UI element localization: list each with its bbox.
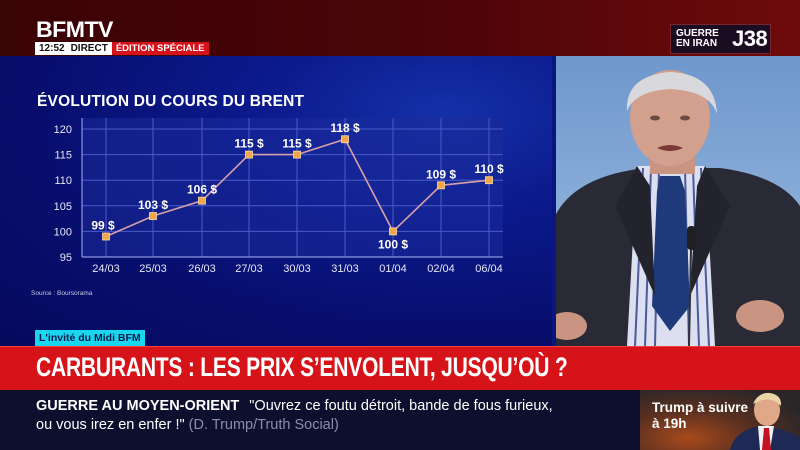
svg-text:110 $: 110 $ bbox=[474, 162, 504, 176]
svg-text:105: 105 bbox=[54, 201, 72, 213]
svg-text:115 $: 115 $ bbox=[282, 137, 312, 151]
promo-line1: Trump à suivre bbox=[652, 400, 749, 415]
war-day-badge: GUERRE EN IRAN J38 bbox=[670, 24, 771, 54]
svg-text:115: 115 bbox=[54, 150, 72, 162]
svg-text:31/03: 31/03 bbox=[331, 263, 359, 275]
promo-tile: Trump à suivre à 19h bbox=[640, 390, 800, 450]
svg-text:115 $: 115 $ bbox=[234, 137, 264, 151]
svg-text:118 $: 118 $ bbox=[330, 121, 360, 135]
svg-text:100: 100 bbox=[54, 226, 72, 238]
svg-text:95: 95 bbox=[60, 252, 72, 264]
badge-day: J38 bbox=[732, 26, 768, 51]
svg-text:106 $: 106 $ bbox=[187, 183, 217, 197]
edition-label: ÉDITION SPÉCIALE bbox=[111, 42, 209, 55]
headline-text: CARBURANTS : LES PRIX S’ENVOLENT, JUSQU’… bbox=[36, 352, 568, 382]
svg-text:100 $: 100 $ bbox=[378, 237, 408, 251]
svg-text:27/03: 27/03 bbox=[235, 263, 263, 275]
badge-line2: EN IRAN bbox=[676, 38, 718, 49]
ticker-line1: GUERRE AU MOYEN-ORIENT "Ouvrez ce foutu d… bbox=[36, 398, 553, 414]
ticker-quote-line2: ou vous irez en enfer !" bbox=[36, 417, 185, 433]
svg-text:24/03: 24/03 bbox=[92, 263, 120, 275]
svg-text:06/04: 06/04 bbox=[475, 263, 503, 275]
badge-text: GUERRE EN IRAN bbox=[676, 29, 728, 49]
svg-text:26/03: 26/03 bbox=[188, 263, 216, 275]
chart-title: ÉVOLUTION DU COURS DU BRENT bbox=[37, 93, 305, 110]
svg-text:30/03: 30/03 bbox=[283, 263, 311, 275]
guest-tag: L'invité du Midi BFM bbox=[35, 330, 145, 346]
promo-text: Trump à suivre à 19h bbox=[652, 400, 748, 432]
guest-video bbox=[555, 56, 800, 346]
svg-text:110: 110 bbox=[54, 175, 72, 187]
chart-panel: ÉVOLUTION DU COURS DU BRENT 95 100 105 110 1… bbox=[0, 56, 555, 346]
channel-logo: BFMTV bbox=[36, 17, 113, 42]
ticker-attribution: (D. Trump/Truth Social) bbox=[188, 417, 339, 433]
svg-text:02/04: 02/04 bbox=[427, 263, 455, 275]
promo-portrait bbox=[730, 392, 800, 450]
clock: 12:52 bbox=[35, 42, 69, 55]
chart-source: Source : Boursorama bbox=[31, 290, 93, 297]
svg-text:109 $: 109 $ bbox=[426, 167, 456, 181]
svg-text:25/03: 25/03 bbox=[139, 263, 167, 275]
live-strip: 12:52 DIRECT ÉDITION SPÉCIALE bbox=[35, 42, 209, 55]
ticker-quote-line1: "Ouvrez ce foutu détroit, bande de fous … bbox=[249, 398, 553, 414]
live-label: DIRECT bbox=[68, 42, 112, 55]
ticker-category: GUERRE AU MOYEN-ORIENT bbox=[36, 398, 240, 414]
svg-text:01/04: 01/04 bbox=[379, 263, 407, 275]
promo-line2: à 19h bbox=[652, 416, 687, 431]
svg-text:99 $: 99 $ bbox=[91, 219, 115, 233]
guest-portrait bbox=[555, 56, 800, 346]
badge-line1: GUERRE bbox=[676, 28, 719, 39]
top-bar: BFMTV 12:52 DIRECT ÉDITION SPÉCIALE GUER… bbox=[0, 0, 800, 56]
ticker-line2: ou vous irez en enfer !" (D. Trump/Truth… bbox=[36, 417, 339, 433]
headline-banner: CARBURANTS : LES PRIX S’ENVOLENT, JUSQU’… bbox=[0, 346, 800, 390]
svg-text:120: 120 bbox=[54, 124, 72, 136]
svg-text:103 $: 103 $ bbox=[138, 198, 168, 212]
line-chart: 95 100 105 110 115 120 24/03 25/03 26/03 27/03 30/… bbox=[54, 118, 504, 275]
panel-divider bbox=[552, 56, 556, 346]
